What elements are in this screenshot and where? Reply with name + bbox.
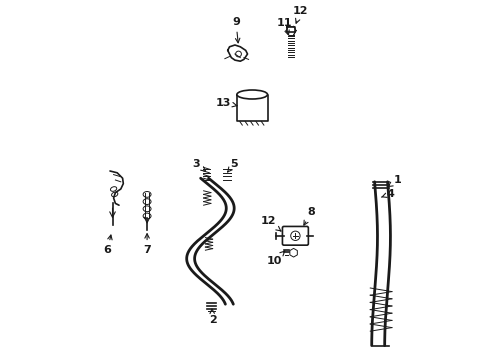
Text: 13: 13 [216, 98, 237, 108]
Text: 12: 12 [261, 216, 281, 231]
Text: 9: 9 [232, 17, 240, 43]
Ellipse shape [110, 187, 117, 191]
Text: 6: 6 [103, 235, 112, 255]
Text: 12: 12 [293, 6, 309, 23]
Ellipse shape [237, 90, 268, 99]
Text: 7: 7 [143, 234, 151, 255]
Text: 5: 5 [228, 159, 238, 172]
Text: 11: 11 [277, 18, 293, 35]
Ellipse shape [143, 192, 151, 197]
Ellipse shape [112, 192, 118, 197]
Text: 10: 10 [267, 251, 285, 266]
Text: 8: 8 [304, 207, 316, 225]
Ellipse shape [143, 199, 151, 204]
Ellipse shape [143, 206, 151, 212]
Text: 1: 1 [388, 175, 402, 186]
Ellipse shape [143, 213, 151, 219]
Text: 2: 2 [209, 309, 217, 325]
FancyBboxPatch shape [282, 226, 308, 245]
Text: 3: 3 [193, 159, 206, 171]
Text: 4: 4 [381, 189, 395, 199]
